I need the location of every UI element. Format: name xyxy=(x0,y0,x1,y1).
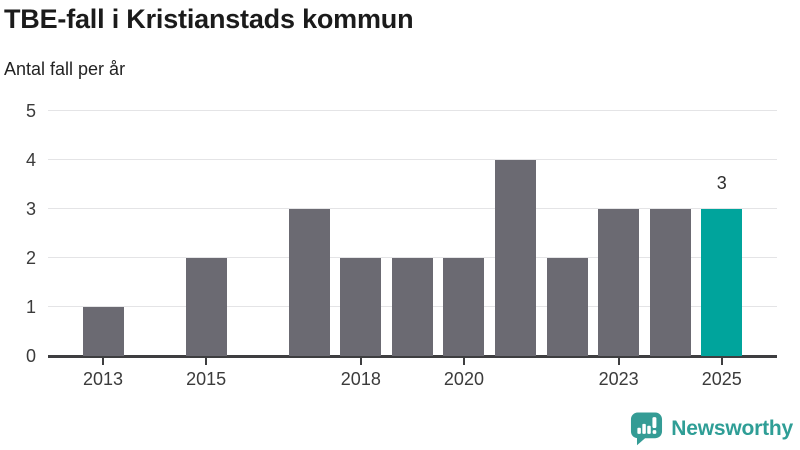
bar-2021 xyxy=(495,160,537,356)
x-tick-2018 xyxy=(359,358,362,365)
x-axis-label-2023: 2023 xyxy=(598,369,639,389)
y-axis-label-5: 5 xyxy=(25,101,36,121)
gridline-y3 xyxy=(48,208,777,209)
gridline-y5 xyxy=(48,110,777,111)
newsworthy-brand-name: Newsworthy xyxy=(671,417,793,440)
x-axis-label-2025: 2025 xyxy=(701,369,742,389)
bar-2015 xyxy=(185,258,227,356)
y-axis-label-0: 0 xyxy=(25,346,36,366)
highlight-value-label: 3 xyxy=(716,173,727,193)
x-axis-label-2018: 2018 xyxy=(340,369,381,389)
x-axis-label-2013: 2013 xyxy=(82,369,124,389)
chart-subtitle: Antal fall per år xyxy=(4,59,126,79)
y-axis-label-4: 4 xyxy=(25,150,36,170)
x-tick-2015 xyxy=(205,358,208,365)
newsworthy-brand-link[interactable]: Newsworthy xyxy=(630,412,793,446)
x-axis-line xyxy=(48,355,777,358)
x-tick-2013 xyxy=(102,358,104,365)
bar-2019 xyxy=(391,258,433,356)
y-axis-label-3: 3 xyxy=(25,199,36,219)
x-axis-label-2020: 2020 xyxy=(443,369,484,389)
x-tick-2025 xyxy=(720,358,723,365)
chart-title: TBE-fall i Kristianstads kommun xyxy=(4,4,414,34)
bar-2013 xyxy=(82,307,124,356)
bar-highlighted-2025 xyxy=(701,209,743,356)
gridline-y2 xyxy=(48,257,777,258)
x-tick-2023 xyxy=(617,358,620,365)
bar-2024 xyxy=(649,209,691,356)
x-axis-label-2015: 2015 xyxy=(186,369,227,389)
bar-2023 xyxy=(598,209,640,356)
bar-2017 xyxy=(288,209,330,356)
bar-2020 xyxy=(443,258,485,356)
y-axis-label-2: 2 xyxy=(25,248,36,268)
gridline-y4 xyxy=(48,159,777,160)
newsworthy-speech-bubble-bar-chart-icon xyxy=(631,412,663,446)
bar-2018 xyxy=(340,258,382,356)
x-tick-2020 xyxy=(462,358,465,365)
bar-2022 xyxy=(546,258,588,356)
y-axis-label-1: 1 xyxy=(25,297,36,317)
